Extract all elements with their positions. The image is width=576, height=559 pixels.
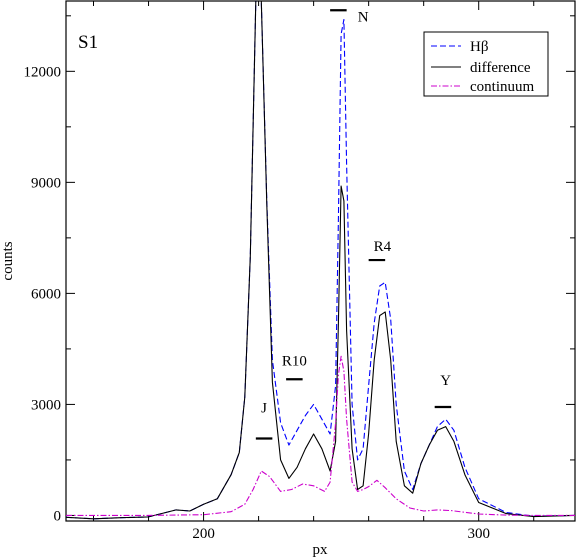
panel-label: S1 [78, 32, 98, 53]
legend-label-continuum: continuum [470, 79, 534, 95]
series-line-difference [66, 1, 576, 520]
annotation-label: Y [440, 373, 451, 389]
legend-box [423, 31, 549, 97]
annotation-label: N [358, 9, 369, 25]
y-axis-label: counts [0, 241, 16, 280]
y-tick-label: 6000 [31, 286, 61, 302]
y-tick-label: 0 [54, 508, 62, 524]
x-tick-label: 300 [467, 526, 490, 542]
plot-frame [65, 0, 576, 522]
series-line-continuum [66, 355, 575, 516]
annotation-label: R4 [374, 239, 392, 255]
x-axis-label: px [313, 542, 329, 558]
legend: Hβ difference continuum [423, 31, 549, 97]
legend-label-hbeta: Hβ [470, 39, 488, 55]
annotations: N R4 R10 J Y [255, 9, 451, 440]
legend-label-difference: difference [470, 60, 531, 76]
series-group [66, 1, 576, 520]
annotation-label: R10 [282, 354, 307, 370]
annotation-label: J [261, 401, 267, 417]
y-tick-label: 9000 [31, 175, 61, 191]
x-tick-label: 200 [192, 526, 215, 542]
y-tick-label: 3000 [31, 397, 61, 413]
y-tick-label: 12000 [24, 64, 62, 80]
